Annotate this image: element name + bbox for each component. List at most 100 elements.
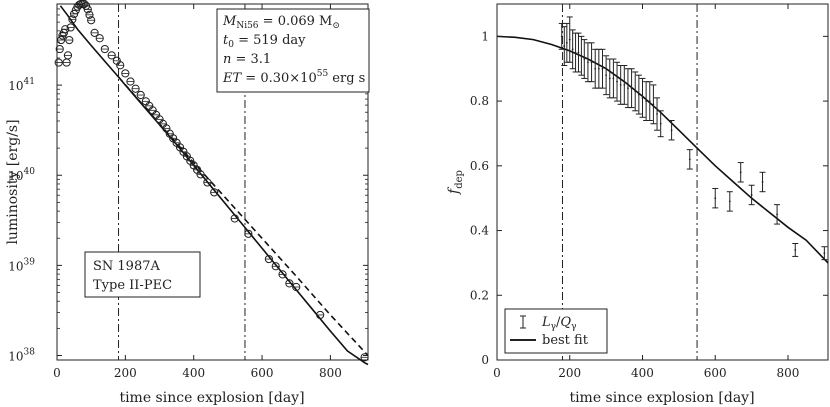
left-x-tick-label: 600 <box>251 366 274 380</box>
right-y-tick-label: 0.2 <box>470 288 489 302</box>
deposition-data-point <box>614 61 621 102</box>
data-point-marker <box>590 61 593 64</box>
best-fit-line <box>496 35 829 264</box>
data-point-marker <box>594 67 597 70</box>
deposition-data-point <box>588 42 595 83</box>
object-type: Type II-PEC <box>93 278 172 293</box>
data-point-marker <box>656 113 658 115</box>
data-point-marker <box>739 171 742 174</box>
data-point-marker <box>577 51 580 54</box>
right-y-axis-label: fdep <box>446 170 465 195</box>
deposition-data-point <box>774 204 781 225</box>
legend-errorbar-marker <box>520 315 526 329</box>
right-x-tick-label: 600 <box>704 366 727 380</box>
data-point-marker <box>648 100 651 102</box>
data-point-marker <box>563 45 566 47</box>
deposition-data-point <box>759 171 766 193</box>
data-point-marker <box>605 74 608 77</box>
right-y-tick-label: 0.4 <box>470 224 489 238</box>
deposition-data-point <box>712 187 719 209</box>
deposition-data-point <box>650 84 657 125</box>
deposition-data-point <box>748 184 755 206</box>
left-plot-frame <box>56 3 369 361</box>
deposition-data-point <box>628 68 635 109</box>
deposition-data-point <box>617 64 624 105</box>
deposition-data-point <box>595 48 602 89</box>
left-x-tick-label: 800 <box>319 366 342 380</box>
deposition-data-point <box>737 162 744 183</box>
deposition-data-point <box>635 74 642 115</box>
data-point-marker <box>761 181 764 183</box>
right-x-tick-label: 400 <box>631 366 654 380</box>
deposition-data-point <box>561 26 568 66</box>
left-x-tick-label: 200 <box>114 366 137 380</box>
deposition-data-point <box>558 22 565 50</box>
data-point-marker <box>587 61 589 64</box>
data-point-marker <box>776 213 778 216</box>
data-point-marker <box>670 129 673 132</box>
data-point-marker <box>601 67 604 70</box>
right-x-axis-label: time since explosion [day] <box>569 390 754 406</box>
left-y-tick-label: 1039 <box>8 257 35 273</box>
legend-entry-observed: Lγ/Qγ <box>541 315 576 332</box>
data-point-marker <box>580 54 583 57</box>
deposition-data-point <box>632 71 639 112</box>
data-point-marker <box>574 51 577 54</box>
deposition-data-point <box>599 48 606 89</box>
data-point-marker <box>560 35 563 38</box>
deposition-data-point <box>578 35 585 76</box>
object-name: SN 1987A <box>93 259 160 274</box>
deposition-data-point <box>624 68 631 109</box>
deposition-data-point <box>610 58 617 99</box>
data-point-marker <box>571 48 574 51</box>
data-point-marker <box>630 87 633 90</box>
data-point-marker <box>612 77 615 80</box>
deposition-data-point <box>584 42 591 83</box>
data-point-marker <box>659 122 662 125</box>
data-point-marker <box>608 77 611 80</box>
data-point-marker <box>641 96 644 99</box>
param-line-et: ET = 0.30×1055 erg s <box>222 69 365 86</box>
deposition-data-point <box>657 110 664 138</box>
deposition-data-point <box>646 81 653 122</box>
parameter-box <box>216 8 370 93</box>
right-x-tick-label: 800 <box>777 366 800 380</box>
deposition-panel: 0 200 400 600 800 0 0.2 0.4 0.6 0.8 1 Lγ/Qγ best f… <box>446 3 829 406</box>
deposition-data-point <box>792 242 799 257</box>
legend-entry-best-fit: best fit <box>542 333 589 348</box>
data-point-marker <box>823 252 826 255</box>
deposition-data-point <box>654 97 661 131</box>
right-y-tick-label: 0 <box>481 353 489 367</box>
deposition-data-point <box>581 39 588 79</box>
data-point-marker <box>794 249 797 251</box>
left-y-tick-label: 1040 <box>8 167 35 183</box>
data-point-marker <box>645 100 648 102</box>
left-x-tick-label: 0 <box>53 366 61 380</box>
param-line-t0: t0 = 519 day <box>223 33 306 50</box>
right-y-tick-label: 1 <box>481 29 489 43</box>
data-point-marker <box>714 197 717 200</box>
full-trapping-model-line <box>117 76 369 357</box>
right-x-tick-label: 0 <box>493 366 501 380</box>
deposition-data-point <box>639 77 646 118</box>
data-point-marker <box>728 200 731 203</box>
data-point-marker <box>583 58 586 60</box>
right-x-tick-label: 200 <box>558 366 581 380</box>
deposition-data-point <box>621 64 628 105</box>
deposition-data-point <box>821 246 828 261</box>
param-line-mni: MNi56 = 0.069 M⊙ <box>222 14 340 31</box>
left-x-axis-label: time since explosion [day] <box>119 390 304 406</box>
data-point-marker <box>627 87 629 90</box>
data-point-marker <box>619 84 622 86</box>
right-y-tick-label: 0.8 <box>470 94 489 108</box>
right-y-tick-label: 0.6 <box>470 159 489 173</box>
data-point-marker <box>652 103 655 106</box>
luminosity-panel: 0 200 400 600 800 1038 1039 1040 1041 MNi56 = 0.… <box>5 0 370 406</box>
deposition-data-point <box>668 120 675 141</box>
data-point-marker <box>750 194 753 196</box>
data-point-marker <box>568 38 571 41</box>
data-point-marker <box>616 80 618 83</box>
left-y-axis-label: luminosity [erg/s] <box>5 119 21 244</box>
object-label-box <box>84 251 201 298</box>
